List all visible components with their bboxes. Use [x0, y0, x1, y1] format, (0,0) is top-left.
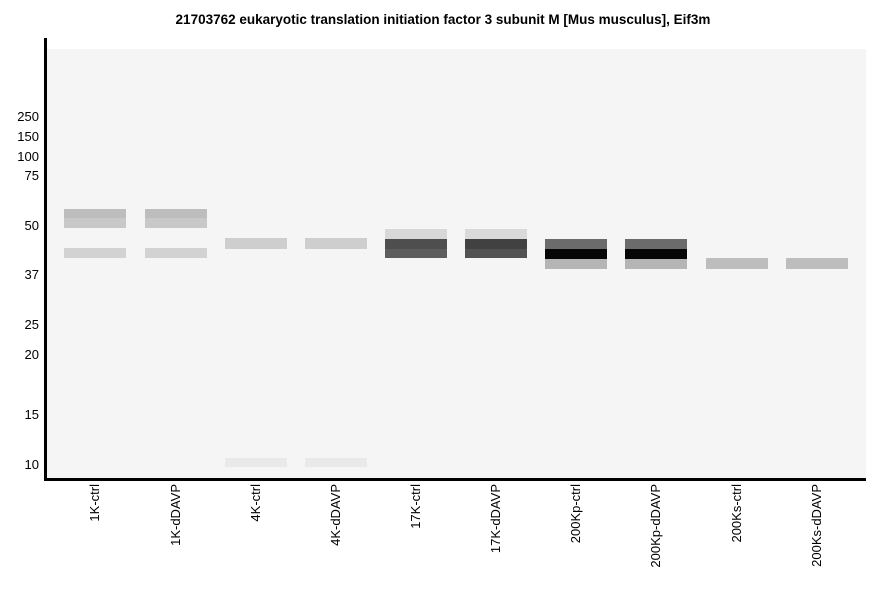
gel-band	[225, 238, 287, 249]
gel-band	[305, 458, 367, 467]
gel-band	[465, 239, 527, 249]
y-tick-label: 25	[24, 317, 39, 332]
gel-band	[786, 258, 848, 269]
gel-band	[225, 458, 287, 467]
y-tick-label: 20	[24, 347, 39, 362]
gel-band	[64, 248, 126, 258]
chart-title: 21703762 eukaryotic translation initiati…	[175, 12, 711, 27]
gel-band	[465, 229, 527, 239]
gel-band	[465, 249, 527, 258]
lane-label: 200Ks-ctrl	[729, 484, 744, 543]
lane-label: 200Ks-dDAVP	[809, 484, 824, 567]
lane-label: 200Kp-dDAVP	[648, 484, 663, 568]
y-tick-label: 250	[17, 109, 39, 124]
gel-band	[385, 249, 447, 258]
gel-band	[305, 238, 367, 249]
gel-band	[625, 259, 687, 269]
gel-band	[64, 209, 126, 218]
y-tick-label: 37	[24, 267, 39, 282]
gel-band	[64, 218, 126, 228]
gel-band	[145, 248, 207, 258]
gel-band	[145, 218, 207, 228]
lane-label: 17K-ctrl	[408, 484, 423, 529]
lane-label: 17K-dDAVP	[488, 484, 503, 554]
gel-band	[625, 249, 687, 259]
gel-band	[545, 239, 607, 249]
y-tick-label: 15	[24, 407, 39, 422]
y-tick-label: 50	[24, 218, 39, 233]
y-tick-label: 150	[17, 129, 39, 144]
lane-label: 1K-ctrl	[87, 484, 102, 522]
gel-band	[145, 209, 207, 218]
gel-band	[706, 258, 768, 269]
gel-band	[545, 249, 607, 259]
lane-label: 4K-ctrl	[248, 484, 263, 522]
y-axis-line	[44, 38, 47, 481]
y-tick-label: 100	[17, 149, 39, 164]
x-axis-line	[44, 478, 866, 481]
y-tick-label: 75	[24, 168, 39, 183]
gel-band	[385, 239, 447, 249]
lane-label: 1K-dDAVP	[168, 484, 183, 546]
lane-label: 4K-dDAVP	[328, 484, 343, 546]
lane-label: 200Kp-ctrl	[568, 484, 583, 544]
gel-band	[545, 259, 607, 269]
gel-band	[385, 229, 447, 239]
y-tick-label: 10	[24, 457, 39, 472]
gel-band	[625, 239, 687, 249]
